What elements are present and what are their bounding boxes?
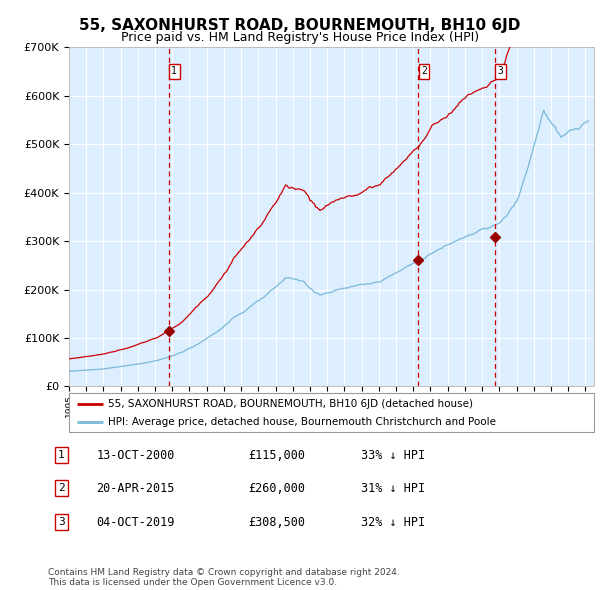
Text: 1: 1 bbox=[171, 67, 177, 77]
Text: 13-OCT-2000: 13-OCT-2000 bbox=[97, 448, 175, 462]
Text: Contains HM Land Registry data © Crown copyright and database right 2024.
This d: Contains HM Land Registry data © Crown c… bbox=[48, 568, 400, 587]
Text: 2: 2 bbox=[421, 67, 427, 77]
Text: 1: 1 bbox=[58, 450, 65, 460]
Text: 2: 2 bbox=[58, 483, 65, 493]
Text: £308,500: £308,500 bbox=[248, 516, 305, 529]
Text: 32% ↓ HPI: 32% ↓ HPI bbox=[361, 516, 425, 529]
Text: £260,000: £260,000 bbox=[248, 481, 305, 495]
FancyBboxPatch shape bbox=[69, 393, 594, 432]
Text: HPI: Average price, detached house, Bournemouth Christchurch and Poole: HPI: Average price, detached house, Bour… bbox=[109, 417, 496, 427]
Text: £115,000: £115,000 bbox=[248, 448, 305, 462]
Text: 20-APR-2015: 20-APR-2015 bbox=[97, 481, 175, 495]
Text: 3: 3 bbox=[58, 517, 65, 527]
Text: 04-OCT-2019: 04-OCT-2019 bbox=[97, 516, 175, 529]
Text: 33% ↓ HPI: 33% ↓ HPI bbox=[361, 448, 425, 462]
Text: 55, SAXONHURST ROAD, BOURNEMOUTH, BH10 6JD (detached house): 55, SAXONHURST ROAD, BOURNEMOUTH, BH10 6… bbox=[109, 399, 473, 409]
Text: 3: 3 bbox=[497, 67, 503, 77]
Text: Price paid vs. HM Land Registry's House Price Index (HPI): Price paid vs. HM Land Registry's House … bbox=[121, 31, 479, 44]
Text: 31% ↓ HPI: 31% ↓ HPI bbox=[361, 481, 425, 495]
Text: 55, SAXONHURST ROAD, BOURNEMOUTH, BH10 6JD: 55, SAXONHURST ROAD, BOURNEMOUTH, BH10 6… bbox=[79, 18, 521, 32]
